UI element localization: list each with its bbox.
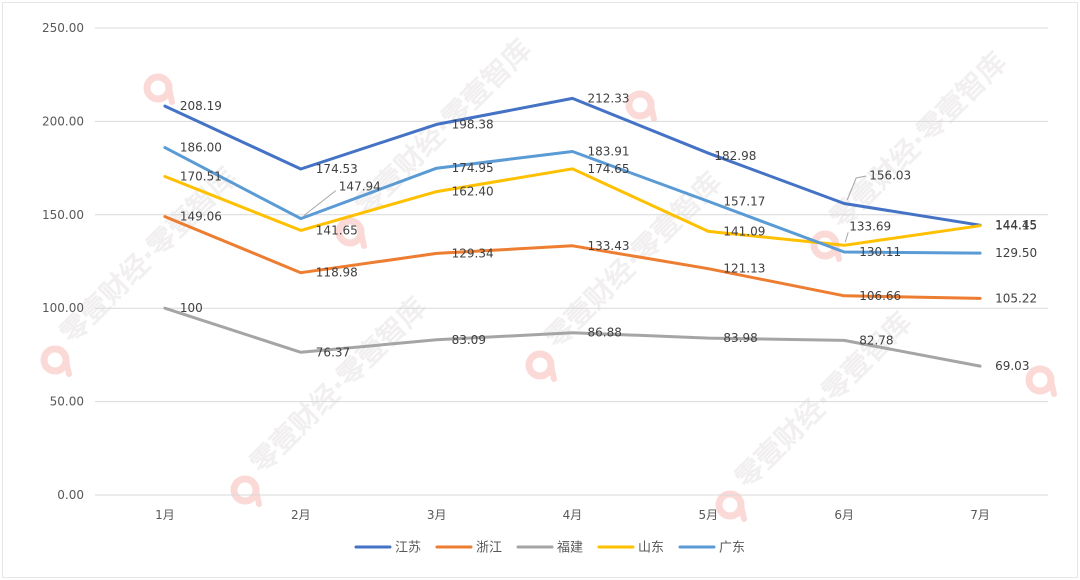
- data-label-leader-line: [844, 232, 849, 243]
- series-line-5: [163, 146, 982, 255]
- data-label: 130.11: [859, 245, 901, 259]
- legend-item: 浙江: [435, 541, 502, 556]
- data-label: 162.40: [452, 185, 494, 199]
- watermark-logo-tail: [1047, 373, 1057, 397]
- y-axis: 0.00 50.00 100.00 150.00 200.00 250.00: [42, 21, 84, 502]
- data-label: 144.15: [995, 219, 1037, 233]
- watermark-logo-tail: [62, 353, 72, 377]
- watermark-logo-ring: [525, 350, 555, 380]
- data-label: 174.65: [588, 162, 630, 176]
- data-labels: 208.19 174.53 198.38 212.33 182.98 156.03 144.…: [180, 91, 1037, 373]
- data-label: 156.03: [869, 169, 911, 183]
- legend-label: 福建: [557, 541, 583, 556]
- data-label: 186.00: [180, 141, 222, 155]
- watermark-logo-tail: [357, 225, 367, 249]
- series-lines: [163, 96, 982, 368]
- watermark-logo-ring: [715, 490, 745, 520]
- data-label: 208.19: [180, 99, 222, 113]
- x-tick-label: 3月: [427, 508, 447, 522]
- x-tick-label: 2月: [291, 508, 311, 522]
- watermark-logo-ring: [1025, 365, 1055, 395]
- data-label-leader-line: [846, 175, 867, 201]
- data-label: 182.98: [714, 149, 756, 163]
- data-label: 76.37: [316, 345, 350, 359]
- watermark-logo-tail: [547, 358, 557, 382]
- series-line-2: [163, 215, 982, 300]
- x-tick-label: 5月: [699, 508, 719, 522]
- data-label-leader-line: [303, 190, 337, 216]
- legend-item: 广东: [678, 541, 745, 556]
- label-leader-lines: [303, 175, 867, 243]
- watermark-logo-ring: [40, 345, 70, 375]
- data-label: 106.66: [859, 289, 901, 303]
- watermark-logo-icon: [625, 90, 657, 122]
- series-line-4: [163, 167, 982, 247]
- data-label: 100: [180, 301, 203, 315]
- data-label: 82.78: [859, 333, 893, 347]
- watermark-logo-icon: [143, 73, 175, 105]
- y-tick-label: 150.00: [42, 208, 84, 222]
- watermark-logo-icon: [715, 490, 747, 522]
- data-label: 147.94: [339, 180, 381, 194]
- watermark-logo-tail: [737, 498, 747, 522]
- watermark-logo-ring: [230, 475, 260, 505]
- watermark-logo-ring: [625, 90, 655, 120]
- data-label: 83.98: [723, 331, 757, 345]
- watermark-logo-icon: [1025, 365, 1057, 397]
- watermark-logo-icon: [40, 345, 72, 377]
- series-line-1: [163, 96, 982, 227]
- x-tick-label: 4月: [563, 508, 583, 522]
- data-label: 141.09: [723, 224, 765, 238]
- data-label: 212.33: [588, 91, 630, 105]
- legend-label: 浙江: [476, 541, 502, 556]
- watermark-logo-icon: [335, 217, 367, 249]
- y-tick-label: 250.00: [42, 21, 84, 35]
- x-tick-label: 7月: [970, 508, 990, 522]
- legend-label: 广东: [719, 541, 745, 556]
- data-label: 183.91: [588, 145, 630, 159]
- legend: 江苏 浙江 福建 山东 广东: [354, 540, 745, 556]
- data-label: 129.34: [452, 246, 494, 260]
- data-label: 129.50: [995, 246, 1037, 260]
- legend-label: 江苏: [395, 540, 421, 556]
- x-axis: 1月 2月 3月 4月 5月 6月 7月: [155, 508, 990, 522]
- data-label: 83.09: [452, 333, 486, 347]
- y-tick-label: 100.00: [42, 301, 84, 315]
- data-label: 144.45: [995, 218, 1037, 232]
- data-label: 174.95: [452, 161, 494, 175]
- data-label: 105.22: [995, 291, 1037, 305]
- y-tick-label: 0.00: [57, 488, 84, 502]
- series-line-3: [163, 306, 982, 368]
- x-tick-label: 1月: [155, 508, 175, 522]
- data-label: 174.53: [316, 162, 358, 176]
- data-label: 118.98: [316, 266, 358, 280]
- data-label: 198.38: [452, 117, 494, 131]
- gridlines: [95, 27, 1048, 496]
- watermark-logo-ring: [143, 73, 173, 103]
- legend-item: 福建: [516, 541, 583, 556]
- y-tick-label: 50.00: [50, 395, 84, 409]
- data-label: 157.17: [723, 194, 765, 208]
- legend-item: 江苏: [354, 540, 421, 556]
- legend-item: 山东: [597, 541, 664, 556]
- data-label: 149.06: [180, 210, 222, 224]
- watermark-logo-tail: [165, 81, 175, 105]
- x-tick-label: 6月: [834, 508, 854, 522]
- data-label: 170.51: [180, 170, 222, 184]
- watermark-logo-tail: [647, 98, 657, 122]
- watermark-logo-ring: [335, 217, 365, 247]
- watermark-logo-icon: [525, 350, 557, 382]
- legend-label: 山东: [638, 541, 664, 556]
- data-label: 121.13: [723, 262, 765, 276]
- data-label: 86.88: [588, 326, 622, 340]
- data-label: 69.03: [995, 359, 1029, 373]
- data-label: 133.43: [588, 239, 630, 253]
- y-tick-label: 200.00: [42, 114, 84, 128]
- data-label: 141.65: [316, 223, 358, 237]
- data-label: 133.69: [849, 219, 891, 233]
